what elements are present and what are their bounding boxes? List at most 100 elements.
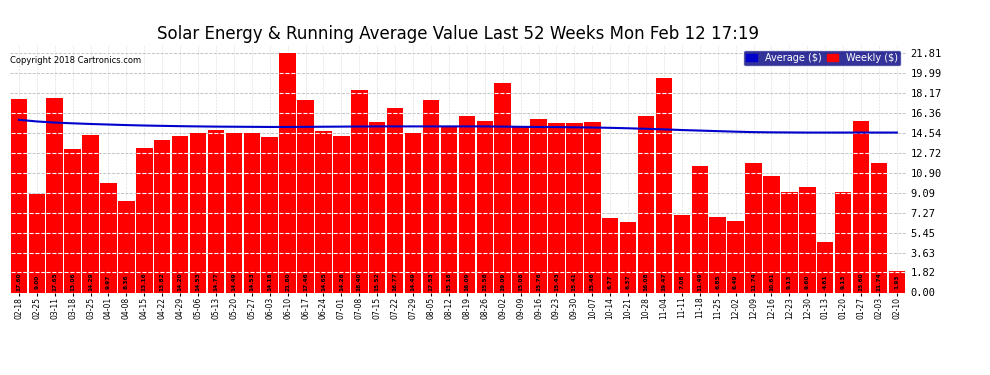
Bar (494, 82, 511, 292)
Text: 14.53: 14.53 (196, 272, 201, 291)
Text: 18.40: 18.40 (356, 272, 361, 291)
Text: 14.20: 14.20 (177, 272, 182, 291)
Text: 9.60: 9.60 (805, 274, 810, 289)
Text: 14.49: 14.49 (232, 272, 237, 291)
Text: 7.08: 7.08 (679, 274, 684, 289)
Text: 14.29: 14.29 (88, 272, 93, 291)
Text: 13.82: 13.82 (159, 272, 164, 291)
Text: 14.18: 14.18 (267, 272, 272, 291)
Text: 16.08: 16.08 (644, 272, 648, 291)
Bar (745, 164, 761, 292)
Text: 6.77: 6.77 (608, 274, 613, 289)
Bar (531, 119, 546, 292)
Bar (369, 122, 385, 292)
Bar (29, 194, 45, 292)
Bar (728, 221, 743, 292)
Text: 14.65: 14.65 (321, 272, 326, 291)
Text: 15.08: 15.08 (518, 272, 523, 291)
Text: 10.61: 10.61 (769, 272, 774, 291)
Text: 17.65: 17.65 (52, 272, 57, 291)
Bar (405, 133, 422, 292)
Bar (781, 192, 798, 292)
Text: 15.76: 15.76 (536, 272, 541, 291)
Text: Copyright 2018 Cartronics.com: Copyright 2018 Cartronics.com (10, 56, 142, 65)
Bar (334, 136, 349, 292)
Bar (100, 183, 117, 292)
Text: 6.49: 6.49 (734, 274, 739, 289)
Bar (817, 242, 834, 292)
Text: 11.49: 11.49 (697, 272, 702, 291)
Bar (655, 78, 672, 292)
Bar (566, 123, 582, 292)
Text: 9.00: 9.00 (35, 274, 40, 289)
Bar (441, 126, 457, 292)
Legend: Average ($), Weekly ($): Average ($), Weekly ($) (742, 50, 901, 66)
Bar (763, 176, 780, 292)
Text: 6.37: 6.37 (626, 274, 631, 289)
Bar (47, 98, 63, 292)
Bar (11, 99, 27, 292)
Text: 11.74: 11.74 (751, 272, 756, 291)
Bar (154, 141, 170, 292)
Text: 15.46: 15.46 (590, 272, 595, 291)
Text: 15.41: 15.41 (572, 272, 577, 291)
Bar (208, 130, 224, 292)
Text: 16.09: 16.09 (464, 272, 469, 291)
Text: 14.49: 14.49 (411, 272, 416, 291)
Bar (64, 149, 81, 292)
Text: 8.36: 8.36 (124, 274, 129, 289)
Text: 11.74: 11.74 (876, 272, 881, 291)
Text: 17.46: 17.46 (303, 272, 308, 291)
Bar (136, 148, 152, 292)
Text: 19.09: 19.09 (500, 272, 505, 291)
Bar (835, 192, 851, 292)
Text: 13.16: 13.16 (142, 272, 147, 291)
Bar (602, 218, 619, 292)
Bar (423, 100, 440, 292)
Bar (387, 108, 403, 292)
Text: 16.77: 16.77 (393, 272, 398, 291)
Bar (584, 123, 601, 292)
Bar (638, 116, 654, 292)
Text: 1.93: 1.93 (894, 274, 899, 289)
Title: Solar Energy & Running Average Value Last 52 Weeks Mon Feb 12 17:19: Solar Energy & Running Average Value Las… (156, 26, 759, 44)
Text: 15.18: 15.18 (446, 272, 451, 291)
Bar (82, 135, 99, 292)
Text: 9.13: 9.13 (787, 274, 792, 289)
Bar (513, 127, 529, 292)
Bar (799, 187, 816, 292)
Text: 14.53: 14.53 (249, 272, 254, 291)
Bar (351, 90, 367, 292)
Bar (315, 131, 332, 292)
Bar (226, 133, 243, 292)
Text: 21.80: 21.80 (285, 272, 290, 291)
Bar (297, 100, 314, 292)
Bar (871, 164, 887, 292)
Bar (458, 116, 475, 292)
Bar (548, 123, 564, 292)
Bar (244, 133, 260, 292)
Text: 15.60: 15.60 (858, 272, 863, 291)
Text: 15.43: 15.43 (554, 272, 559, 291)
Bar (190, 133, 206, 292)
Text: 17.60: 17.60 (17, 272, 22, 291)
Bar (279, 53, 296, 292)
Text: 14.26: 14.26 (339, 272, 344, 291)
Text: 15.52: 15.52 (375, 272, 380, 291)
Text: 17.53: 17.53 (429, 272, 434, 291)
Bar (889, 271, 905, 292)
Text: 4.61: 4.61 (823, 274, 828, 289)
Bar (476, 121, 493, 292)
Bar (692, 166, 708, 292)
Bar (620, 222, 637, 292)
Bar (852, 121, 869, 292)
Bar (172, 136, 188, 292)
Text: 15.58: 15.58 (482, 272, 487, 291)
Text: 6.85: 6.85 (715, 274, 720, 289)
Text: 9.97: 9.97 (106, 274, 111, 289)
Bar (673, 214, 690, 292)
Bar (710, 217, 726, 292)
Text: 13.06: 13.06 (70, 272, 75, 291)
Text: 19.47: 19.47 (661, 272, 666, 291)
Bar (118, 201, 135, 292)
